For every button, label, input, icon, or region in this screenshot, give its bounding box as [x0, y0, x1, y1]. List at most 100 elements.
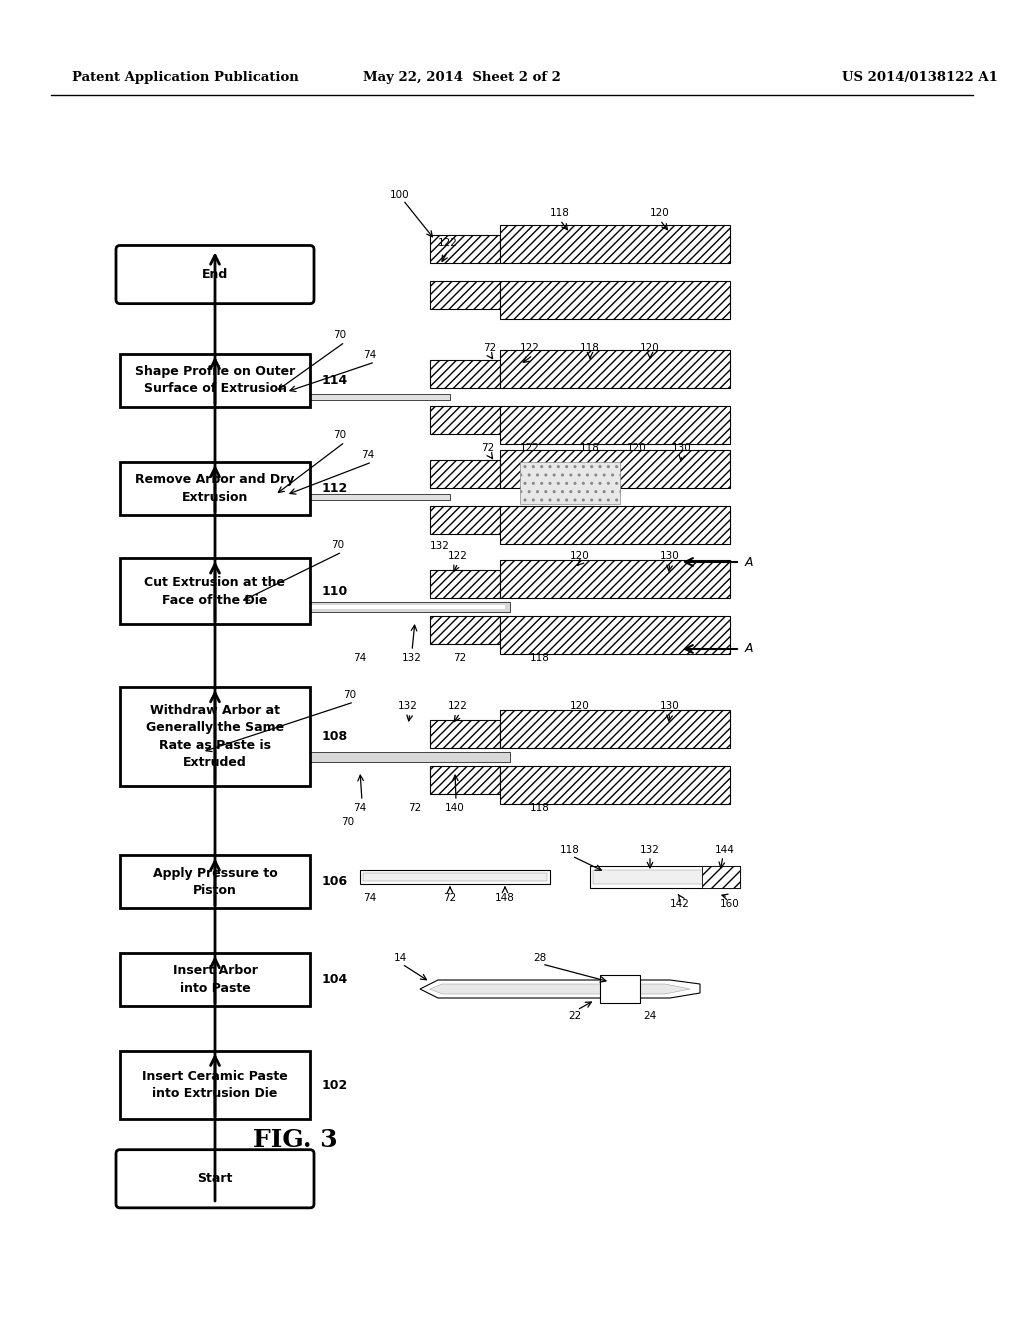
Bar [520, 462, 620, 504]
Text: A: A [745, 643, 754, 656]
Bar [120, 354, 310, 407]
Bar [430, 407, 500, 434]
Text: 130: 130 [660, 701, 680, 711]
Bar [234, 605, 505, 609]
Bar [590, 866, 740, 888]
Bar [120, 558, 310, 624]
Text: 72: 72 [443, 894, 457, 903]
Text: 160: 160 [720, 899, 740, 909]
Bar [212, 601, 230, 614]
Text: 148: 148 [495, 894, 515, 903]
Text: US 2014/0138122 A1: US 2014/0138122 A1 [842, 71, 998, 84]
Text: 118: 118 [530, 803, 550, 813]
Text: 104: 104 [322, 973, 348, 986]
Text: 100: 100 [390, 190, 410, 201]
Bar [362, 873, 547, 880]
Bar [500, 616, 730, 653]
Bar [120, 686, 310, 787]
Bar [360, 870, 550, 884]
Text: 130: 130 [672, 444, 692, 453]
Bar [430, 719, 500, 748]
Text: 118: 118 [550, 209, 570, 218]
Text: Insert Ceramic Paste
into Extrusion Die: Insert Ceramic Paste into Extrusion Die [142, 1069, 288, 1101]
Text: 74: 74 [361, 450, 375, 459]
Bar [593, 870, 703, 884]
Bar [120, 462, 310, 515]
Text: May 22, 2014  Sheet 2 of 2: May 22, 2014 Sheet 2 of 2 [364, 71, 561, 84]
Text: 114: 114 [322, 374, 348, 387]
Text: 130: 130 [660, 550, 680, 561]
Text: End: End [202, 268, 228, 281]
Text: 120: 120 [650, 209, 670, 218]
Bar [430, 235, 500, 263]
Text: 112: 112 [322, 482, 348, 495]
Text: Remove Arbor and Dry
Extrusion: Remove Arbor and Dry Extrusion [135, 473, 295, 504]
Text: 72: 72 [409, 803, 422, 813]
Text: A: A [745, 556, 754, 569]
Bar [500, 506, 730, 544]
Text: 70: 70 [341, 817, 354, 828]
Text: 74: 74 [353, 653, 367, 663]
Bar [500, 450, 730, 488]
Bar [190, 752, 510, 762]
Text: 122: 122 [438, 238, 458, 248]
Bar [430, 281, 500, 309]
Bar [430, 570, 500, 598]
Bar [120, 953, 310, 1006]
Text: 70: 70 [334, 330, 346, 341]
Text: 74: 74 [364, 350, 377, 360]
Bar [500, 560, 730, 598]
Text: Withdraw Arbor at
Generally the Same
Rate as Paste is
Extruded: Withdraw Arbor at Generally the Same Rat… [146, 704, 284, 770]
Bar [120, 855, 310, 908]
Bar [430, 766, 500, 795]
Bar [172, 750, 190, 764]
Text: Apply Pressure to
Piston: Apply Pressure to Piston [153, 866, 278, 898]
Text: Cut Extrusion at the
Face of the Die: Cut Extrusion at the Face of the Die [144, 576, 286, 607]
Text: 118: 118 [560, 845, 580, 855]
Text: 132: 132 [402, 653, 422, 663]
Text: 140: 140 [445, 803, 465, 813]
Text: 132: 132 [398, 701, 418, 711]
Bar [500, 224, 730, 263]
Bar [252, 389, 270, 404]
Bar [500, 281, 730, 319]
Bar [500, 350, 730, 388]
FancyBboxPatch shape [116, 1150, 314, 1208]
Text: 132: 132 [430, 541, 450, 550]
Text: Start: Start [198, 1172, 232, 1185]
Bar [430, 459, 500, 488]
Bar [500, 710, 730, 748]
Text: 120: 120 [627, 444, 647, 453]
Bar [270, 393, 450, 400]
Text: Shape Profile on Outer
Surface of Extrusion: Shape Profile on Outer Surface of Extrus… [135, 364, 295, 396]
Text: 72: 72 [483, 343, 497, 352]
Text: 72: 72 [454, 653, 467, 663]
Bar [120, 1051, 310, 1119]
Text: 118: 118 [580, 343, 600, 352]
Text: 122: 122 [520, 444, 540, 453]
Text: 70: 70 [332, 540, 344, 550]
Text: 74: 74 [353, 803, 367, 813]
Text: 132: 132 [640, 845, 659, 855]
Bar [500, 407, 730, 444]
Text: 24: 24 [643, 1011, 656, 1020]
Text: 122: 122 [449, 701, 468, 711]
Bar [600, 975, 640, 1003]
Text: Insert Arbor
into Paste: Insert Arbor into Paste [173, 964, 257, 995]
Bar [500, 766, 730, 804]
Text: 110: 110 [322, 585, 348, 598]
Text: 122: 122 [449, 550, 468, 561]
Text: 70: 70 [343, 690, 356, 700]
Text: 28: 28 [534, 953, 547, 964]
Text: 144: 144 [715, 845, 735, 855]
Text: Patent Application Publication: Patent Application Publication [72, 71, 299, 84]
Bar [430, 506, 500, 535]
Text: 14: 14 [393, 953, 407, 964]
Text: 106: 106 [322, 875, 348, 888]
Bar [252, 490, 270, 504]
Text: 122: 122 [520, 343, 540, 352]
Bar [702, 866, 740, 888]
Bar [430, 616, 500, 644]
Polygon shape [420, 979, 700, 998]
Bar [430, 360, 500, 388]
